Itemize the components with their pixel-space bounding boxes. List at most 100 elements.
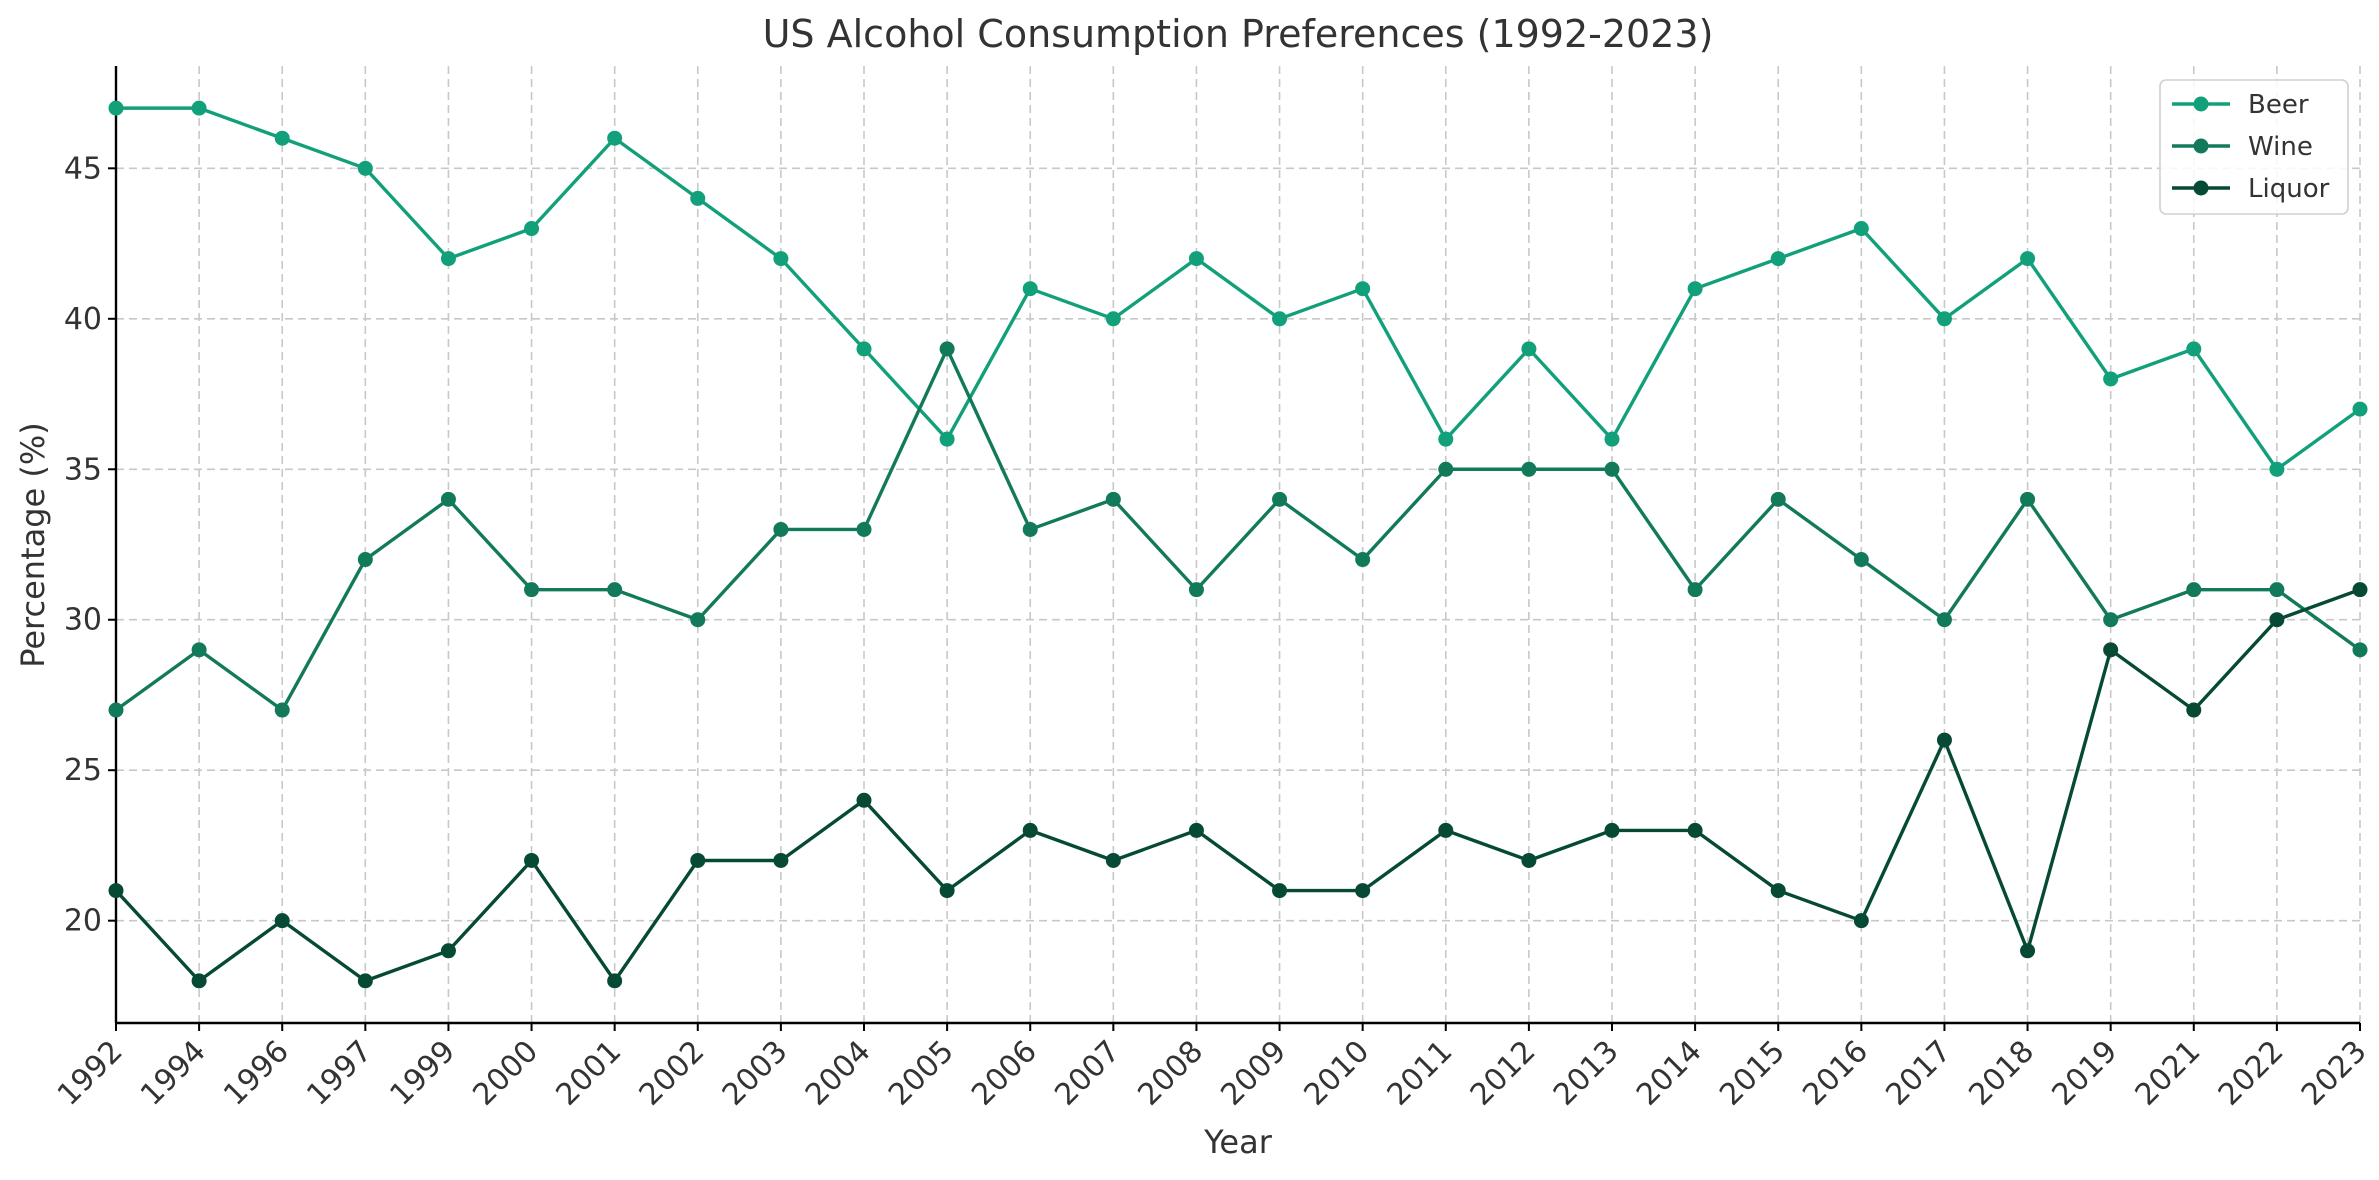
liquor-point	[856, 792, 872, 808]
wine-point	[1770, 491, 1786, 507]
beer-point	[1604, 431, 1620, 447]
x-tick-label: 2001	[550, 1034, 629, 1113]
chart-title: US Alcohol Consumption Preferences (1992…	[763, 12, 1714, 56]
wine-point	[1936, 612, 1952, 628]
wine-point	[191, 642, 207, 658]
x-tick-label: 2005	[882, 1034, 961, 1113]
y-tick-label: 30	[64, 603, 102, 638]
x-tick-label: 2021	[2129, 1034, 2208, 1113]
x-tick-label: 2023	[2295, 1034, 2374, 1113]
x-tick-label: 1992	[51, 1034, 130, 1113]
x-tick-label: 2002	[633, 1034, 712, 1113]
liquor-point	[1936, 732, 1952, 748]
wine-point	[2352, 642, 2368, 658]
x-tick-label: 1997	[300, 1034, 379, 1113]
wine-point	[1105, 491, 1121, 507]
series-wine	[108, 341, 2368, 718]
liquor-point	[1687, 822, 1703, 838]
wine-point	[939, 341, 955, 357]
liquor-point	[1188, 822, 1204, 838]
beer-line	[116, 106, 2361, 471]
liquor-point	[357, 973, 373, 989]
liquor-point	[1105, 852, 1121, 868]
liquor-point	[1438, 822, 1454, 838]
wine-point	[1355, 552, 1371, 568]
wine-point	[690, 612, 706, 628]
wine-point	[274, 702, 290, 718]
liquor-point	[108, 883, 124, 899]
liquor-point	[440, 943, 456, 959]
beer-point	[1521, 341, 1537, 357]
legend-swatch-marker	[2193, 96, 2209, 112]
x-tick-label: 2012	[1464, 1034, 1543, 1113]
x-tick-label: 2018	[1962, 1034, 2041, 1113]
x-tick-label: 2008	[1131, 1034, 1210, 1113]
wine-point	[1272, 491, 1288, 507]
wine-point	[1188, 582, 1204, 598]
wine-point	[1853, 552, 1869, 568]
beer-point	[2269, 461, 2285, 477]
x-tick-label: 2017	[1879, 1034, 1958, 1113]
wine-point	[1521, 461, 1537, 477]
x-tick-label: 2013	[1547, 1034, 1626, 1113]
liquor-point	[2186, 702, 2202, 718]
wine-point	[2020, 491, 2036, 507]
legend-box	[2159, 79, 2349, 215]
legend-label: Wine	[2248, 132, 2313, 162]
beer-point	[191, 100, 207, 116]
legend-label: Beer	[2248, 90, 2309, 120]
y-tick-label: 45	[64, 151, 102, 186]
liquor-point	[2020, 943, 2036, 959]
beer-point	[440, 251, 456, 267]
wine-point	[524, 582, 540, 598]
x-tick-label: 2010	[1298, 1034, 1377, 1113]
x-tick-label: 2009	[1214, 1034, 1293, 1113]
series-liquor	[108, 582, 2368, 989]
beer-point	[1188, 251, 1204, 267]
liquor-point	[1022, 822, 1038, 838]
liquor-point	[524, 852, 540, 868]
beer-point	[856, 341, 872, 357]
y-tick-label: 40	[64, 302, 102, 337]
legend-label: Liquor	[2248, 174, 2330, 204]
x-tick-label: 2000	[466, 1034, 545, 1113]
y-tick-label: 25	[64, 753, 102, 788]
wine-point	[607, 582, 623, 598]
x-axis-ticks: 1992 1994 1996 1997 1999 2000 2001 2002 2003 2004…	[51, 1023, 2374, 1113]
liquor-point	[690, 852, 706, 868]
beer-point	[2103, 371, 2119, 387]
beer-point	[1022, 281, 1038, 297]
x-tick-label: 2016	[1796, 1034, 1875, 1113]
x-tick-label: 1999	[383, 1034, 462, 1113]
legend-item-beer: Beer	[2172, 90, 2309, 120]
y-tick-label: 35	[64, 452, 102, 487]
x-tick-label: 1996	[217, 1034, 296, 1113]
wine-point	[773, 521, 789, 537]
beer-point	[1438, 431, 1454, 447]
beer-point	[2186, 341, 2202, 357]
x-tick-label: 2006	[965, 1034, 1044, 1113]
beer-point	[2352, 401, 2368, 417]
beer-point	[1687, 281, 1703, 297]
beer-point	[274, 130, 290, 146]
legend-swatch-marker	[2193, 138, 2209, 154]
wine-point	[2186, 582, 2202, 598]
liquor-point	[2269, 612, 2285, 628]
liquor-point	[1521, 852, 1537, 868]
liquor-line	[114, 588, 2361, 983]
legend-swatch-marker	[2193, 180, 2209, 196]
liquor-point	[1604, 822, 1620, 838]
y-tick-label: 20	[64, 904, 102, 939]
x-tick-label: 2003	[716, 1034, 795, 1113]
beer-point	[1936, 311, 1952, 327]
liquor-point	[1770, 883, 1786, 899]
beer-point	[357, 160, 373, 176]
legend: Beer Wine Liquor	[2159, 79, 2349, 215]
liquor-point	[191, 973, 207, 989]
beer-point	[773, 251, 789, 267]
liquor-point	[274, 913, 290, 929]
x-tick-label: 2011	[1381, 1034, 1460, 1113]
series-beer	[108, 100, 2368, 477]
liquor-point	[2103, 642, 2119, 658]
